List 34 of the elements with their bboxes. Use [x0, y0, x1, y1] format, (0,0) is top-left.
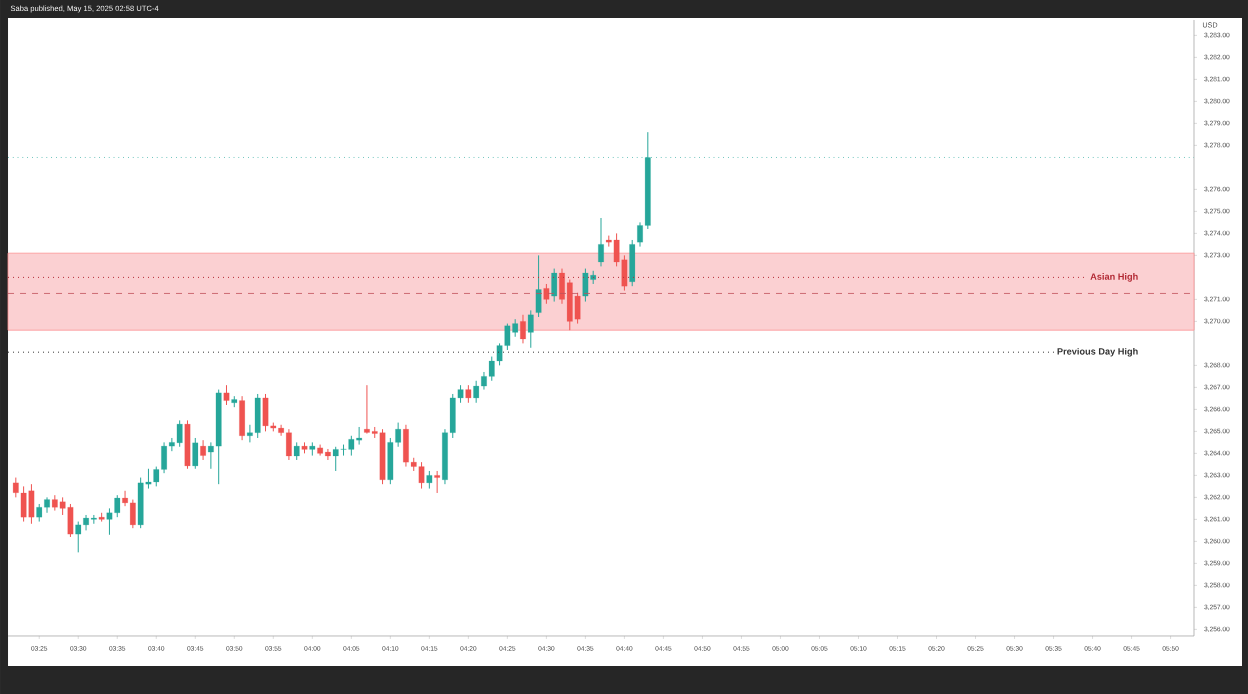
candlestick	[551, 268, 558, 303]
candlestick	[200, 439, 206, 461]
candlestick	[356, 426, 362, 446]
candlestick	[364, 384, 370, 435]
candlestick	[114, 494, 121, 518]
candlestick	[325, 448, 331, 461]
candlestick	[75, 521, 82, 553]
candlestick	[332, 446, 339, 472]
candlestick	[184, 419, 191, 470]
candlestick	[527, 309, 534, 349]
candlestick	[262, 393, 269, 432]
candlestick	[239, 395, 245, 441]
candlestick	[403, 424, 409, 468]
candlestick	[192, 437, 199, 470]
candlestick	[176, 419, 183, 448]
candlestick	[520, 314, 526, 344]
candlestick	[543, 283, 550, 305]
candlestick	[223, 384, 230, 406]
candlestick	[44, 496, 50, 514]
candlestick	[28, 483, 35, 525]
candlestick	[598, 217, 604, 267]
candlestick	[473, 380, 479, 404]
candlestick	[286, 428, 292, 461]
candlestick	[418, 461, 425, 490]
candlestick	[348, 435, 355, 457]
candlestick	[582, 268, 589, 303]
candlestick	[67, 503, 74, 538]
candlestick	[254, 393, 261, 439]
candlestick	[434, 470, 440, 494]
candlestick	[137, 477, 144, 529]
candlestick	[130, 499, 136, 529]
candlestick	[535, 254, 542, 318]
candlestick	[379, 428, 386, 485]
candlestick	[20, 485, 27, 523]
